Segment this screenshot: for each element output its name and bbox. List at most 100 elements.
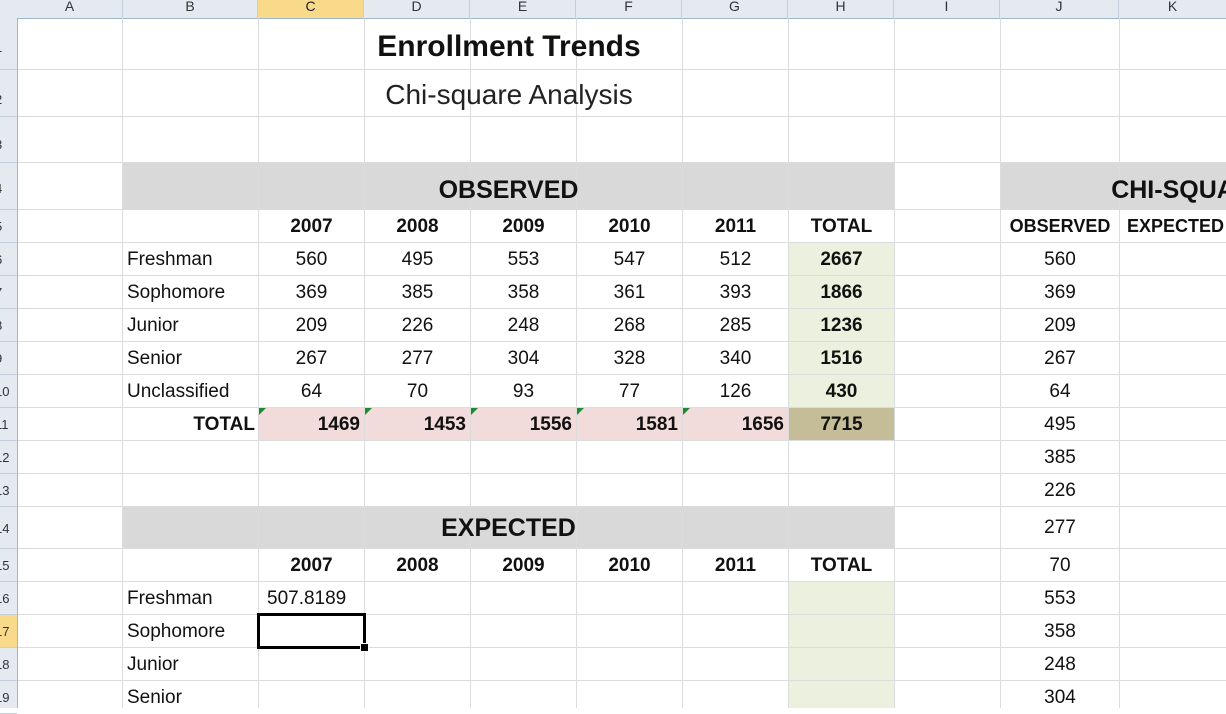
chi-observed-cell[interactable]: 64 xyxy=(1049,380,1071,402)
observed-cell[interactable]: 369 xyxy=(295,281,328,303)
row-header-1[interactable]: 1 xyxy=(0,18,17,70)
observed-cell[interactable]: 393 xyxy=(719,281,752,303)
row-header-11[interactable]: 11 xyxy=(0,408,17,441)
expected-year-header[interactable]: 2008 xyxy=(396,554,439,576)
observed-cell[interactable]: 560 xyxy=(295,248,328,270)
error-indicator-icon[interactable] xyxy=(577,408,584,415)
row-header-8[interactable]: 8 xyxy=(0,309,17,342)
observed-row-label[interactable]: Sophomore xyxy=(127,281,226,303)
observed-column-total[interactable]: 1656 xyxy=(741,413,784,435)
observed-cell[interactable]: 209 xyxy=(295,314,328,336)
column-header-i[interactable]: I xyxy=(894,0,1000,18)
observed-cell[interactable]: 328 xyxy=(613,347,646,369)
observed-cell[interactable]: 226 xyxy=(401,314,434,336)
observed-row-total[interactable]: 1516 xyxy=(820,347,863,369)
row-header-13[interactable]: 13 xyxy=(0,474,17,507)
observed-year-header[interactable]: 2010 xyxy=(608,215,651,237)
row-header-7[interactable]: 7 xyxy=(0,276,17,309)
column-header-a[interactable]: A xyxy=(17,0,123,18)
observed-cell[interactable]: 304 xyxy=(507,347,540,369)
column-header-h[interactable]: H xyxy=(788,0,894,18)
chi-observed-cell[interactable]: 226 xyxy=(1044,479,1076,501)
observed-cell[interactable]: 70 xyxy=(406,380,429,402)
observed-cell[interactable]: 277 xyxy=(401,347,434,369)
observed-year-header[interactable]: 2011 xyxy=(714,215,757,237)
observed-row-label[interactable]: Freshman xyxy=(127,248,213,270)
observed-row-total[interactable]: 1866 xyxy=(820,281,863,303)
column-header-d[interactable]: D xyxy=(364,0,470,18)
error-indicator-icon[interactable] xyxy=(365,408,372,415)
expected-year-header[interactable]: 2009 xyxy=(502,554,545,576)
observed-row-total[interactable]: 430 xyxy=(825,380,858,402)
observed-cell[interactable]: 385 xyxy=(401,281,434,303)
observed-row-label[interactable]: Junior xyxy=(127,314,179,336)
chi-observed-cell[interactable]: 495 xyxy=(1044,413,1076,435)
observed-cell[interactable]: 248 xyxy=(507,314,540,336)
observed-cell[interactable]: 285 xyxy=(719,314,752,336)
observed-totals-label[interactable]: TOTAL xyxy=(193,413,255,435)
row-header-4[interactable]: 4 xyxy=(0,163,17,210)
column-header-e[interactable]: E xyxy=(470,0,576,18)
chi-observed-cell[interactable]: 277 xyxy=(1044,517,1076,538)
observed-cell[interactable]: 340 xyxy=(719,347,752,369)
row-header-17[interactable]: 17 xyxy=(0,615,17,648)
observed-cell[interactable]: 268 xyxy=(613,314,646,336)
observed-cell[interactable]: 512 xyxy=(719,248,752,270)
expected-row-label[interactable]: Senior xyxy=(127,686,182,708)
observed-row-label[interactable]: Senior xyxy=(127,347,182,369)
observed-year-header[interactable]: 2009 xyxy=(502,215,545,237)
chi-expected-header[interactable]: EXPECTED xyxy=(1127,216,1225,236)
chi-observed-cell[interactable]: 358 xyxy=(1044,620,1076,642)
observed-row-label[interactable]: Unclassified xyxy=(127,380,230,402)
chi-observed-cell[interactable]: 560 xyxy=(1044,248,1076,270)
row-header-5[interactable]: 5 xyxy=(0,210,17,243)
expected-year-header[interactable]: 2011 xyxy=(714,554,757,576)
observed-cell[interactable]: 361 xyxy=(613,281,646,303)
error-indicator-icon[interactable] xyxy=(259,408,266,415)
column-header-b[interactable]: B xyxy=(123,0,258,18)
observed-grand-total[interactable]: 7715 xyxy=(820,413,863,435)
expected-year-header[interactable]: 2007 xyxy=(290,554,333,576)
observed-cell[interactable]: 93 xyxy=(512,380,535,402)
observed-cell[interactable]: 358 xyxy=(507,281,540,303)
column-header-k[interactable]: K xyxy=(1167,0,1178,14)
observed-column-total[interactable]: 1556 xyxy=(529,413,572,435)
chi-observed-cell[interactable]: 369 xyxy=(1044,281,1076,303)
active-cell-cursor[interactable] xyxy=(257,613,366,649)
chi-observed-cell[interactable]: 304 xyxy=(1044,686,1076,708)
observed-column-total[interactable]: 1469 xyxy=(317,413,360,435)
error-indicator-icon[interactable] xyxy=(471,408,478,415)
expected-cell[interactable]: 507.8189 xyxy=(267,587,347,609)
chi-observed-cell[interactable]: 553 xyxy=(1044,587,1076,609)
expected-row-label[interactable]: Sophomore xyxy=(127,620,226,642)
observed-cell[interactable]: 126 xyxy=(719,380,752,402)
chi-observed-cell[interactable]: 248 xyxy=(1044,653,1076,675)
expected-year-header[interactable]: 2010 xyxy=(608,554,651,576)
chi-observed-header[interactable]: OBSERVED xyxy=(1009,216,1111,236)
column-header-g[interactable]: G xyxy=(682,0,788,18)
row-header-18[interactable]: 18 xyxy=(0,648,17,681)
chi-observed-cell[interactable]: 267 xyxy=(1044,347,1076,369)
row-header-3[interactable]: 3 xyxy=(0,117,17,163)
observed-total-header[interactable]: TOTAL xyxy=(810,215,873,237)
observed-cell[interactable]: 267 xyxy=(295,347,328,369)
observed-column-total[interactable]: 1581 xyxy=(635,413,678,435)
observed-row-total[interactable]: 1236 xyxy=(820,314,863,336)
fill-handle[interactable] xyxy=(360,643,369,652)
row-header-14[interactable]: 14 xyxy=(0,507,17,549)
chi-observed-cell[interactable]: 70 xyxy=(1049,554,1071,576)
row-header-9[interactable]: 9 xyxy=(0,342,17,375)
row-header-12[interactable]: 12 xyxy=(0,441,17,474)
expected-total-header[interactable]: TOTAL xyxy=(810,554,873,576)
row-header-10[interactable]: 10 xyxy=(0,375,17,408)
observed-cell[interactable]: 553 xyxy=(507,248,540,270)
expected-row-label[interactable]: Freshman xyxy=(127,587,213,609)
observed-cell[interactable]: 64 xyxy=(300,380,323,402)
row-header-16[interactable]: 16 xyxy=(0,582,17,615)
observed-year-header[interactable]: 2008 xyxy=(396,215,439,237)
expected-row-label[interactable]: Junior xyxy=(127,653,179,675)
observed-cell[interactable]: 547 xyxy=(613,248,646,270)
error-indicator-icon[interactable] xyxy=(683,408,690,415)
column-header-j[interactable]: J xyxy=(1000,0,1119,18)
row-header-2[interactable]: 2 xyxy=(0,70,17,117)
